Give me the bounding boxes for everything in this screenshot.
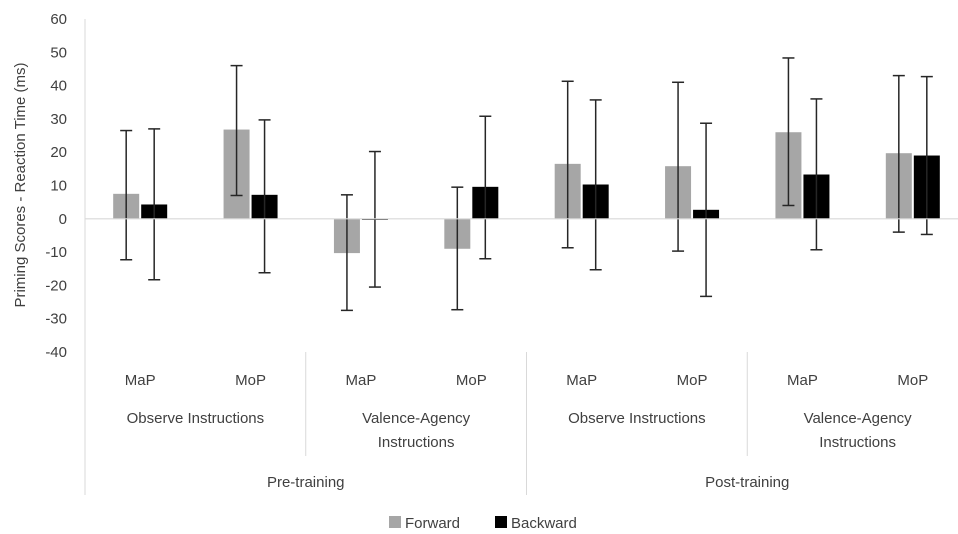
category-label: MoP (235, 372, 266, 389)
phase-group-label: Post-training (705, 474, 789, 491)
y-tick-label: -10 (45, 244, 67, 261)
instruction-group-label: Instructions (378, 434, 455, 451)
error-bar (561, 80, 574, 249)
error-bar (479, 115, 492, 260)
error-bar (920, 75, 933, 236)
y-tick-label: 20 (50, 144, 67, 161)
legend-swatch (495, 516, 507, 528)
instruction-group-label: Observe Instructions (568, 410, 706, 427)
y-tick-label: 40 (50, 78, 67, 95)
y-axis: -40 -30 -20 -10 0 10 20 30 40 50 60 (45, 11, 86, 361)
error-bar (258, 119, 271, 274)
y-axis-label: Priming Scores - Reaction Time (ms) (12, 62, 29, 307)
x-axis-categories: MaP MoP MaP MoP MaP MoP MaP MoP Observe Instruct… (84, 352, 928, 495)
instruction-group-label: Instructions (819, 434, 896, 451)
category-label: MoP (456, 372, 487, 389)
category-label: MoP (677, 372, 708, 389)
y-tick-label: -20 (45, 277, 67, 294)
error-bar (451, 186, 464, 311)
phase-group-label: Pre-training (267, 474, 345, 491)
error-bar (120, 129, 133, 261)
error-bar (148, 128, 161, 281)
error-bar (340, 194, 353, 312)
category-label: MaP (787, 372, 818, 389)
category-label: MoP (897, 372, 928, 389)
y-tick-label: 50 (50, 44, 67, 61)
instruction-group-label: Valence-Agency (362, 410, 471, 427)
category-label: MaP (566, 372, 597, 389)
y-tick-label: 0 (59, 211, 67, 228)
y-tick-label: 10 (50, 178, 67, 195)
legend-label: Backward (511, 515, 577, 532)
instruction-group-label: Observe Instructions (127, 410, 265, 427)
y-tick-label: 60 (50, 11, 67, 28)
error-bar (700, 122, 713, 298)
legend-label: Forward (405, 515, 460, 532)
legend-swatch (389, 516, 401, 528)
error-bar (892, 74, 905, 233)
error-bar (810, 98, 823, 251)
y-tick-label: -30 (45, 311, 67, 328)
error-bar (672, 81, 685, 252)
y-tick-label: -40 (45, 344, 67, 361)
legend-item-backward: Backward (495, 515, 577, 532)
y-tick-label: 30 (50, 111, 67, 128)
legend-item-forward: Forward (389, 515, 460, 532)
error-bars (120, 57, 933, 312)
error-bar (782, 57, 795, 207)
category-label: MaP (346, 372, 377, 389)
category-label: MaP (125, 372, 156, 389)
error-bar (589, 99, 602, 271)
error-bar (230, 64, 243, 197)
instruction-group-label: Valence-Agency (804, 410, 913, 427)
legend: Forward Backward (389, 515, 577, 532)
